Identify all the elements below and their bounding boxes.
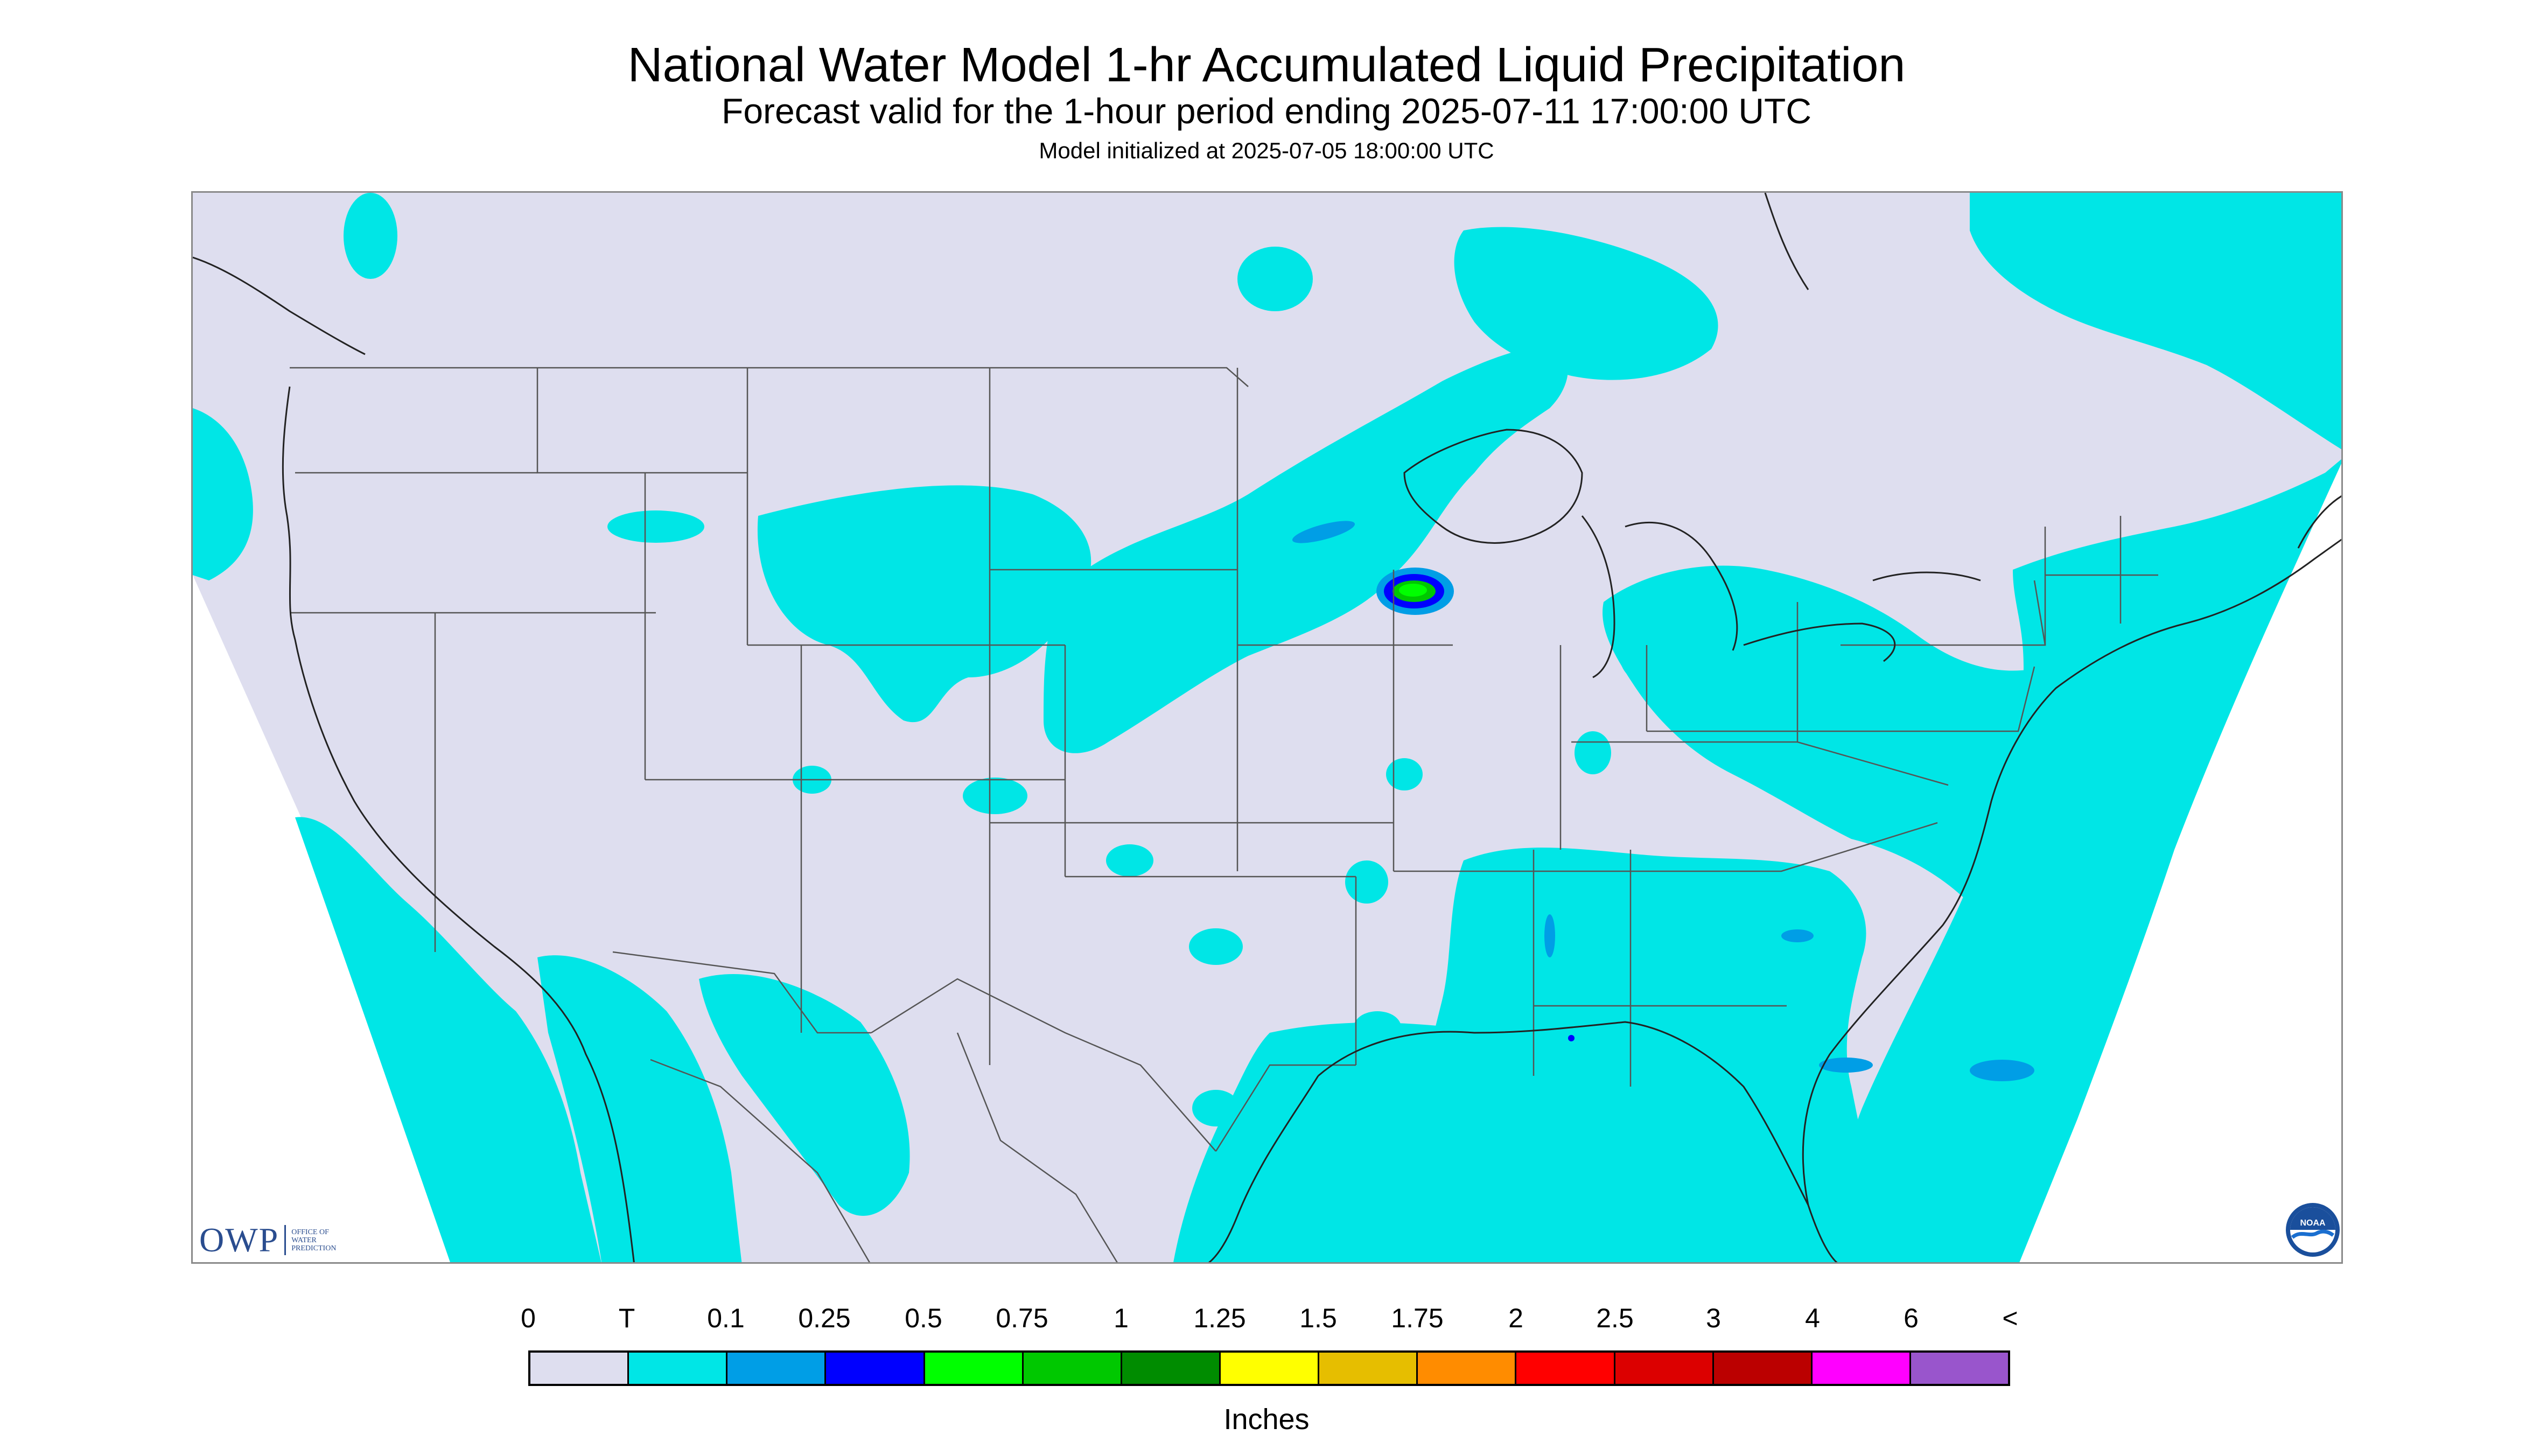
owp-subtext-line: PREDICTION xyxy=(291,1244,337,1252)
legend-swatch xyxy=(1220,1353,1320,1384)
legend-swatch xyxy=(1023,1353,1122,1384)
legend-labels: 0 T 0.1 0.25 0.5 0.75 1 1.25 1.5 1.75 2 … xyxy=(0,1302,2533,1340)
owp-subtext: OFFICE OF WATER PREDICTION xyxy=(291,1228,336,1252)
legend-swatch xyxy=(826,1353,925,1384)
owp-logo: OWP OFFICE OF WATER PREDICTION xyxy=(199,1221,336,1259)
legend-swatch xyxy=(727,1353,827,1384)
legend-label: 1.25 xyxy=(1193,1303,1246,1333)
legend-label: 1 xyxy=(1114,1303,1129,1333)
legend-label: 4 xyxy=(1805,1303,1820,1333)
legend-swatch xyxy=(1418,1353,1517,1384)
legend-swatch xyxy=(1812,1353,1911,1384)
precip-core xyxy=(1292,521,2034,1081)
legend-label: 1.75 xyxy=(1391,1303,1444,1333)
map-title: National Water Model 1-hr Accumulated Li… xyxy=(627,38,1906,92)
legend-label: 0.25 xyxy=(798,1303,851,1333)
map-panel xyxy=(191,191,2343,1264)
owp-wordmark: OWP xyxy=(199,1221,279,1259)
legend-swatch xyxy=(629,1353,728,1384)
legend-label: 2 xyxy=(1508,1303,1523,1333)
owp-divider xyxy=(284,1225,286,1255)
coastlines xyxy=(193,193,2341,1262)
legend-label: 0 xyxy=(521,1303,536,1333)
legend-swatch xyxy=(1516,1353,1615,1384)
legend-label: 3 xyxy=(1706,1303,1721,1333)
precip-field xyxy=(193,193,2341,1262)
owp-subtext-line: WATER xyxy=(291,1236,317,1244)
noaa-logo: NOAA xyxy=(2286,1203,2340,1257)
legend-swatch xyxy=(1911,1353,2009,1384)
noaa-logo-text: NOAA xyxy=(2300,1219,2326,1228)
legend-label: 6 xyxy=(1904,1303,1919,1333)
map-canvas xyxy=(193,193,2341,1262)
legend-swatch xyxy=(925,1353,1024,1384)
map-subtitle: Forecast valid for the 1-hour period end… xyxy=(722,91,1811,131)
owp-subtext-line: OFFICE OF xyxy=(291,1228,329,1236)
legend-swatch xyxy=(530,1353,629,1384)
legend-label: T xyxy=(618,1303,635,1333)
legend-swatch xyxy=(1713,1353,1813,1384)
model-init-time: Model initialized at 2025-07-05 18:00:00… xyxy=(1039,138,1494,163)
legend-label: 1.5 xyxy=(1299,1303,1337,1333)
state-boundaries xyxy=(290,367,2158,1262)
legend-swatch xyxy=(1319,1353,1418,1384)
legend-swatch xyxy=(1122,1353,1221,1384)
legend-label: 0.75 xyxy=(996,1303,1048,1333)
legend-swatch xyxy=(1615,1353,1714,1384)
legend-colorbar xyxy=(528,1350,2010,1386)
legend-label: 2.5 xyxy=(1596,1303,1634,1333)
legend-label: < xyxy=(2002,1303,2018,1333)
legend-units: Inches xyxy=(1223,1403,1310,1436)
legend-label: 0.1 xyxy=(707,1303,745,1333)
legend-label: 0.5 xyxy=(905,1303,942,1333)
